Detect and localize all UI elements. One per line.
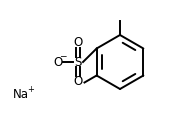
Text: +: +	[27, 85, 34, 94]
Text: −: −	[59, 52, 67, 60]
Text: O: O	[73, 75, 83, 88]
Text: Na: Na	[13, 89, 29, 102]
Text: S: S	[74, 55, 82, 69]
Text: O: O	[73, 36, 83, 49]
Text: O: O	[53, 55, 63, 69]
